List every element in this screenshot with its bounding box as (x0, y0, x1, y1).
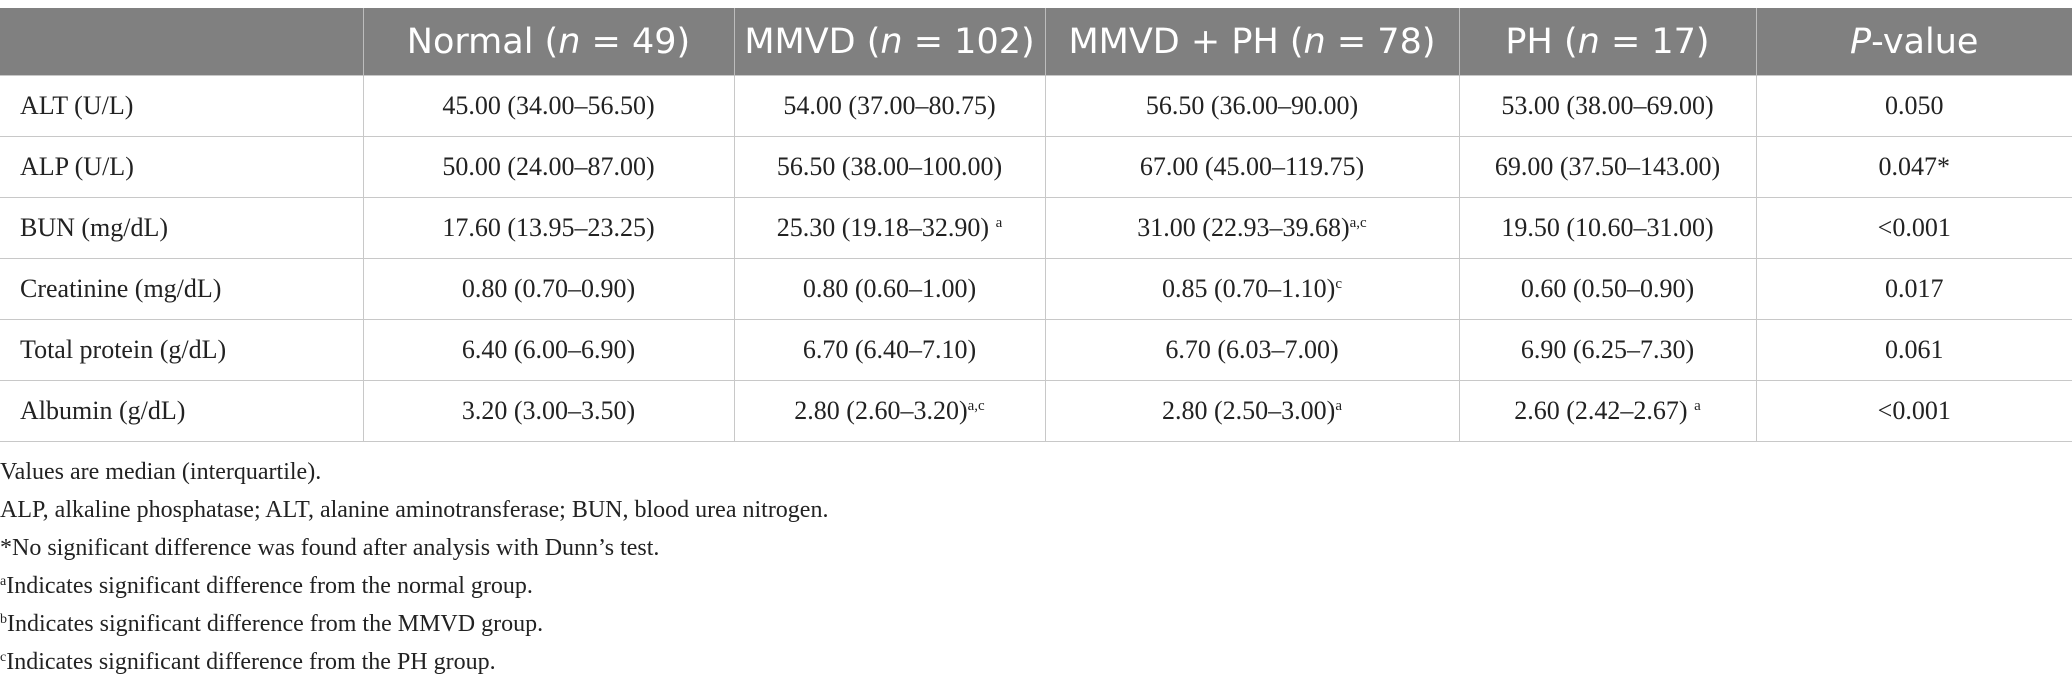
row-label: BUN (mg/dL) (0, 198, 363, 259)
p-value-cell: <0.001 (1756, 198, 2072, 259)
table-cell: 67.00 (45.00–119.75) (1045, 137, 1459, 198)
table-cell: 3.20 (3.00–3.50) (363, 381, 734, 442)
row-label: ALT (U/L) (0, 76, 363, 137)
table-row: BUN (mg/dL) 17.60 (13.95–23.25) 25.30 (1… (0, 198, 2072, 259)
table-row: Albumin (g/dL) 3.20 (3.00–3.50) 2.80 (2.… (0, 381, 2072, 442)
table-cell: 53.00 (38.00–69.00) (1459, 76, 1756, 137)
table-row: ALP (U/L) 50.00 (24.00–87.00) 56.50 (38.… (0, 137, 2072, 198)
table-cell: 31.00 (22.93–39.68)a,c (1045, 198, 1459, 259)
table-cell: 54.00 (37.00–80.75) (734, 76, 1045, 137)
table-cell: 6.70 (6.40–7.10) (734, 320, 1045, 381)
footnote: cIndicates significant difference from t… (0, 643, 828, 681)
footnote: Values are median (interquartile). (0, 453, 828, 491)
table-cell: 25.30 (19.18–32.90) a (734, 198, 1045, 259)
table-cell: 0.80 (0.70–0.90) (363, 259, 734, 320)
footnote: aIndicates significant difference from t… (0, 567, 828, 605)
header-cell-mmvd: MMVD (n = 102) (734, 8, 1045, 76)
row-label: Total protein (g/dL) (0, 320, 363, 381)
table-cell: 69.00 (37.50–143.00) (1459, 137, 1756, 198)
table-footnotes: Values are median (interquartile). ALP, … (0, 453, 828, 681)
table-header-row: Normal (n = 49) MMVD (n = 102) MMVD + PH… (0, 8, 2072, 76)
header-cell-mmvd-ph: MMVD + PH (n = 78) (1045, 8, 1459, 76)
table-cell: 0.60 (0.50–0.90) (1459, 259, 1756, 320)
table-row: Total protein (g/dL) 6.40 (6.00–6.90) 6.… (0, 320, 2072, 381)
table-cell: 17.60 (13.95–23.25) (363, 198, 734, 259)
table-cell: 0.80 (0.60–1.00) (734, 259, 1045, 320)
footnote: bIndicates significant difference from t… (0, 605, 828, 643)
table-cell: 6.70 (6.03–7.00) (1045, 320, 1459, 381)
row-label: Creatinine (mg/dL) (0, 259, 363, 320)
table-cell: 45.00 (34.00–56.50) (363, 76, 734, 137)
table-cell: 0.85 (0.70–1.10)c (1045, 259, 1459, 320)
table-cell: 19.50 (10.60–31.00) (1459, 198, 1756, 259)
header-cell-normal: Normal (n = 49) (363, 8, 734, 76)
row-label: Albumin (g/dL) (0, 381, 363, 442)
table-cell: 2.80 (2.50–3.00)a (1045, 381, 1459, 442)
p-value-cell: 0.061 (1756, 320, 2072, 381)
table-cell: 2.60 (2.42–2.67) a (1459, 381, 1756, 442)
p-value-cell: 0.017 (1756, 259, 2072, 320)
header-cell-p-value: P-value (1756, 8, 2072, 76)
footnote: *No significant difference was found aft… (0, 529, 828, 567)
footnote: ALP, alkaline phosphatase; ALT, alanine … (0, 491, 828, 529)
header-cell-ph: PH (n = 17) (1459, 8, 1756, 76)
table-cell: 6.90 (6.25–7.30) (1459, 320, 1756, 381)
table-cell: 56.50 (36.00–90.00) (1045, 76, 1459, 137)
table-cell: 6.40 (6.00–6.90) (363, 320, 734, 381)
table-cell: 50.00 (24.00–87.00) (363, 137, 734, 198)
p-value-cell: 0.050 (1756, 76, 2072, 137)
p-value-cell: <0.001 (1756, 381, 2072, 442)
table-cell: 56.50 (38.00–100.00) (734, 137, 1045, 198)
table-row: ALT (U/L) 45.00 (34.00–56.50) 54.00 (37.… (0, 76, 2072, 137)
row-label: ALP (U/L) (0, 137, 363, 198)
table-row: Creatinine (mg/dL) 0.80 (0.70–0.90) 0.80… (0, 259, 2072, 320)
p-value-cell: 0.047* (1756, 137, 2072, 198)
header-cell-blank (0, 8, 363, 76)
table-cell: 2.80 (2.60–3.20)a,c (734, 381, 1045, 442)
results-table: Normal (n = 49) MMVD (n = 102) MMVD + PH… (0, 8, 2072, 442)
